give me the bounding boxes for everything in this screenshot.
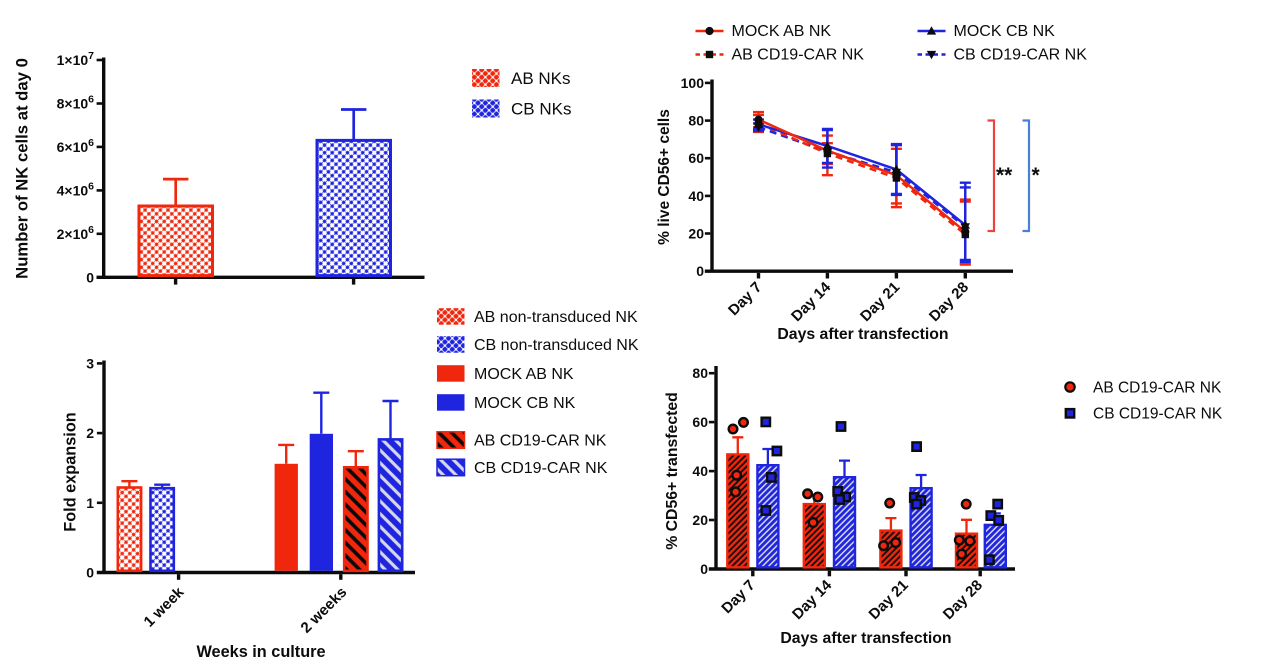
svg-text:40: 40 xyxy=(692,463,708,479)
svg-text:MOCK CB NK: MOCK CB NK xyxy=(474,395,576,412)
svg-text:0: 0 xyxy=(86,565,94,581)
svg-text:2: 2 xyxy=(86,425,94,441)
svg-text:% CD56+ transfected: % CD56+ transfected xyxy=(664,392,681,550)
svg-text:AB CD19-CAR NK: AB CD19-CAR NK xyxy=(732,47,865,64)
svg-text:AB non-transduced NK: AB non-transduced NK xyxy=(474,309,638,326)
svg-text:MOCK AB NK: MOCK AB NK xyxy=(732,23,832,40)
svg-text:100: 100 xyxy=(681,75,705,91)
svg-text:0: 0 xyxy=(700,561,708,577)
svg-text:1: 1 xyxy=(86,495,94,511)
svg-text:0: 0 xyxy=(696,263,704,279)
svg-text:MOCK AB NK: MOCK AB NK xyxy=(474,366,574,383)
svg-text:CB NKs: CB NKs xyxy=(511,100,571,119)
svg-text:CB non-transduced NK: CB non-transduced NK xyxy=(474,337,639,354)
svg-text:40: 40 xyxy=(688,188,704,204)
svg-text:CB CD19-CAR NK: CB CD19-CAR NK xyxy=(474,460,608,477)
svg-text:Weeks in culture: Weeks in culture xyxy=(196,643,325,661)
svg-text:20: 20 xyxy=(692,512,708,528)
svg-text:0: 0 xyxy=(86,269,94,285)
svg-text:CB CD19-CAR NK: CB CD19-CAR NK xyxy=(1093,406,1223,423)
svg-text:MOCK CB NK: MOCK CB NK xyxy=(954,23,1056,40)
svg-text:8×106: 8×106 xyxy=(57,93,95,111)
svg-text:Days after transfection: Days after transfection xyxy=(777,326,948,343)
svg-text:60: 60 xyxy=(688,150,704,166)
svg-text:3: 3 xyxy=(86,355,94,371)
svg-text:4×106: 4×106 xyxy=(57,180,95,198)
svg-text:60: 60 xyxy=(692,414,708,430)
svg-text:AB CD19-CAR NK: AB CD19-CAR NK xyxy=(474,432,607,449)
svg-text:Fold expansion: Fold expansion xyxy=(62,412,80,531)
svg-text:2×106: 2×106 xyxy=(57,224,95,242)
svg-text:% live CD56+ cells: % live CD56+ cells xyxy=(656,109,673,245)
svg-text:*: * xyxy=(1032,164,1041,187)
svg-text:20: 20 xyxy=(688,226,704,242)
svg-text:6×106: 6×106 xyxy=(57,137,95,155)
svg-text:Number of NK cells at day 0: Number of NK cells at day 0 xyxy=(13,58,32,279)
svg-text:AB NKs: AB NKs xyxy=(511,69,571,88)
svg-text:AB CD19-CAR NK: AB CD19-CAR NK xyxy=(1093,380,1222,397)
svg-text:1×107: 1×107 xyxy=(57,50,95,68)
svg-text:**: ** xyxy=(996,164,1013,187)
svg-text:CB CD19-CAR NK: CB CD19-CAR NK xyxy=(954,47,1088,64)
svg-text:80: 80 xyxy=(692,365,708,381)
svg-text:80: 80 xyxy=(688,113,704,129)
svg-text:Days after transfection: Days after transfection xyxy=(780,630,951,647)
